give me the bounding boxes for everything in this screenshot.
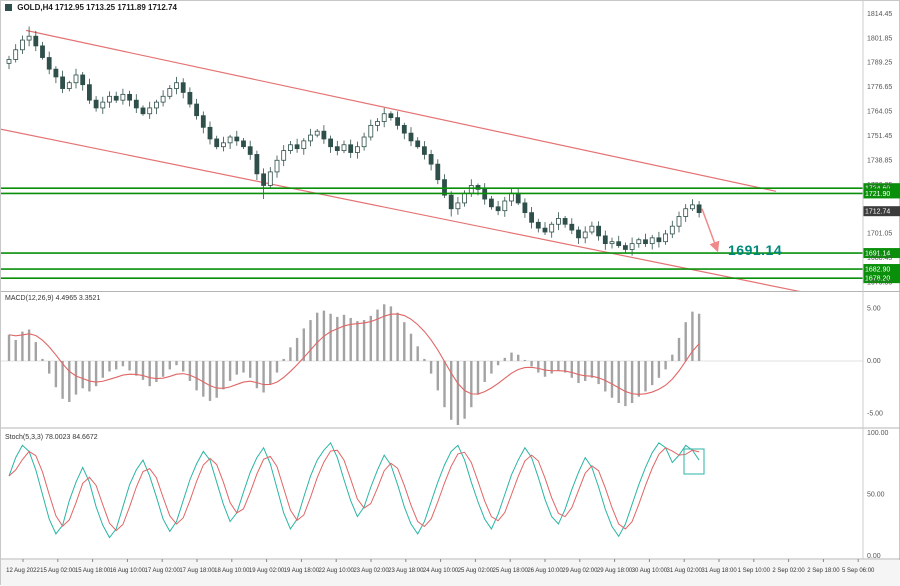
stoch-signal-line [8, 447, 700, 532]
price-axis: 1814.45 1801.85 1789.25 1776.65 1764.05 1751.… [863, 11, 900, 287]
svg-text:23 Aug 18:00: 23 Aug 18:00 [388, 568, 424, 574]
svg-text:1688.45: 1688.45 [867, 255, 892, 262]
pane-separators[interactable] [1, 1, 900, 560]
svg-text:1701.05: 1701.05 [867, 231, 892, 238]
svg-text:15 Aug 02:00: 15 Aug 02:00 [40, 568, 76, 574]
svg-text:29 Aug 02:00: 29 Aug 02:00 [562, 568, 598, 574]
svg-text:12 Aug 2022: 12 Aug 2022 [6, 568, 40, 574]
svg-text:1682.90: 1682.90 [865, 267, 890, 274]
svg-text:1721.90: 1721.90 [865, 191, 890, 198]
svg-text:100.00: 100.00 [867, 430, 889, 437]
svg-text:23 Aug 02:00: 23 Aug 02:00 [353, 568, 389, 574]
svg-text:2 Sep 02:00: 2 Sep 02:00 [772, 568, 805, 574]
stoch-main-line [8, 441, 700, 539]
stoch-annotation-box[interactable] [683, 448, 705, 475]
svg-text:1675.85: 1675.85 [867, 280, 892, 287]
svg-text:18 Aug 10:00: 18 Aug 10:00 [214, 568, 250, 574]
svg-text:1751.45: 1751.45 [867, 133, 892, 140]
macd-signal-line [8, 313, 700, 395]
svg-text:15 Aug 18:00: 15 Aug 18:00 [75, 568, 111, 574]
svg-text:25 Aug 02:00: 25 Aug 02:00 [458, 568, 494, 574]
svg-text:1789.25: 1789.25 [867, 60, 892, 67]
time-axis[interactable]: 12 Aug 2022 15 Aug 02:00 15 Aug 18:00 16 Au… [1, 559, 900, 586]
svg-text:1776.65: 1776.65 [867, 84, 892, 91]
svg-text:2 Sep 18:00: 2 Sep 18:00 [807, 568, 840, 574]
macd-pane: 5.00 0.00 -5.00 [1, 304, 883, 426]
svg-text:1678.20: 1678.20 [865, 276, 890, 283]
svg-text:0.00: 0.00 [867, 358, 881, 365]
svg-text:1 Sep 10:00: 1 Sep 10:00 [738, 568, 771, 574]
svg-text:1712.74: 1712.74 [865, 209, 890, 216]
candlestick-series [6, 26, 702, 256]
svg-text:-5.00: -5.00 [867, 410, 883, 417]
svg-text:31 Aug 02:00: 31 Aug 02:00 [667, 568, 703, 574]
svg-text:5.00: 5.00 [867, 305, 881, 312]
svg-text:22 Aug 10:00: 22 Aug 10:00 [319, 568, 355, 574]
svg-text:1814.45: 1814.45 [867, 11, 892, 18]
svg-text:17 Aug 02:00: 17 Aug 02:00 [145, 568, 181, 574]
trendline-channel[interactable] [1, 29, 900, 312]
svg-text:19 Aug 18:00: 19 Aug 18:00 [284, 568, 320, 574]
current-price-tag [863, 206, 900, 217]
svg-text:24 Aug 10:00: 24 Aug 10:00 [423, 568, 459, 574]
svg-text:0.00: 0.00 [867, 553, 881, 560]
svg-text:25 Aug 18:00: 25 Aug 18:00 [493, 568, 529, 574]
svg-text:17 Aug 18:00: 17 Aug 18:00 [179, 568, 215, 574]
stochastic-pane: 100.00 50.00 0.00 [8, 430, 889, 560]
svg-text:1738.85: 1738.85 [867, 157, 892, 164]
svg-text:50.00: 50.00 [867, 491, 885, 498]
svg-text:26 Aug 10:00: 26 Aug 10:00 [527, 568, 563, 574]
svg-text:1801.85: 1801.85 [867, 35, 892, 42]
svg-text:30 Aug 10:00: 30 Aug 10:00 [632, 568, 668, 574]
svg-text:1726.25: 1726.25 [867, 182, 892, 189]
svg-text:29 Aug 18:00: 29 Aug 18:00 [597, 568, 633, 574]
svg-text:1764.05: 1764.05 [867, 109, 892, 116]
svg-text:31 Aug 18:00: 31 Aug 18:00 [701, 568, 737, 574]
svg-text:5 Sep 06:00: 5 Sep 06:00 [842, 568, 875, 574]
svg-text:1691.14: 1691.14 [865, 251, 890, 258]
forecast-arrow[interactable] [701, 208, 720, 253]
svg-text:16 Aug 10:00: 16 Aug 10:00 [110, 568, 146, 574]
svg-text:19 Aug 02:00: 19 Aug 02:00 [249, 568, 285, 574]
